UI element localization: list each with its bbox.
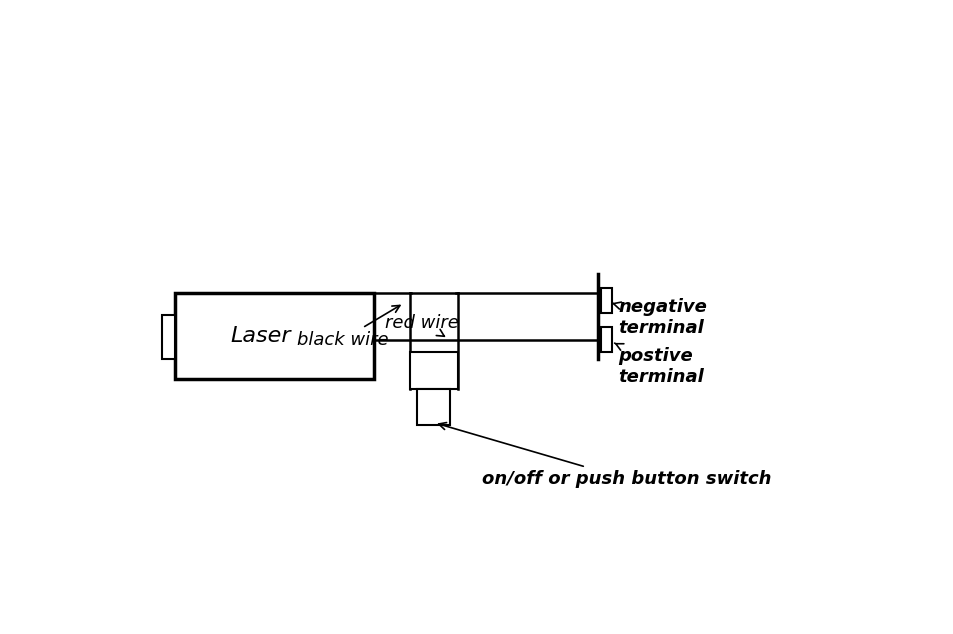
Bar: [410, 352, 457, 389]
Bar: [416, 389, 450, 425]
Bar: [174, 294, 374, 378]
Text: postive
terminal: postive terminal: [614, 343, 703, 386]
Bar: [600, 288, 611, 313]
Text: negative
terminal: negative terminal: [612, 299, 706, 337]
Bar: [600, 328, 611, 352]
Text: on/off or push button switch: on/off or push button switch: [438, 422, 770, 488]
Text: Laser: Laser: [231, 326, 291, 346]
Bar: [162, 315, 174, 359]
Text: red wire: red wire: [385, 314, 458, 337]
Text: black wire: black wire: [296, 306, 399, 349]
